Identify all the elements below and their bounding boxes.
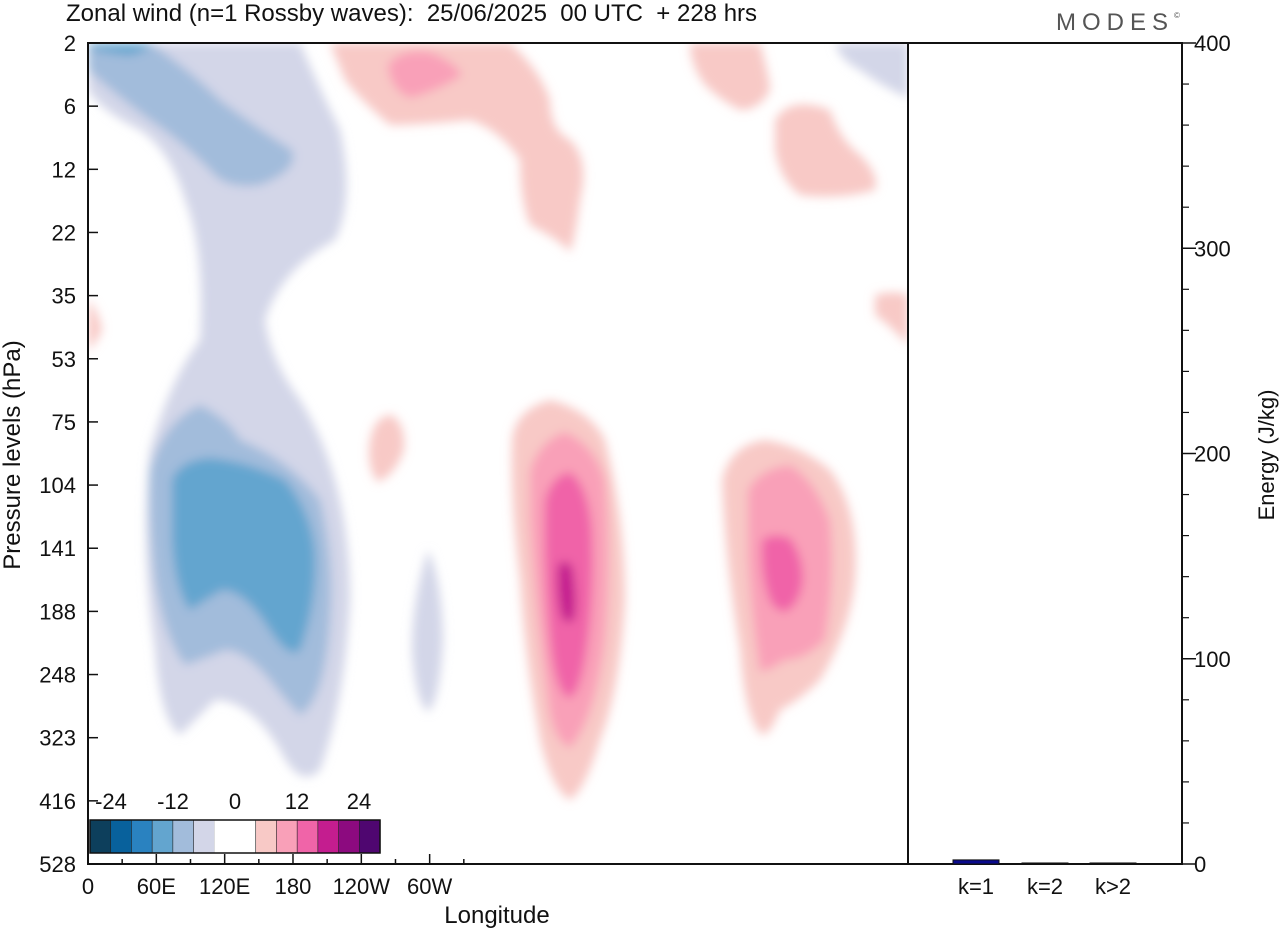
- colorbar-swatch: [255, 819, 278, 854]
- x-tick-label: 60W: [407, 874, 452, 899]
- y-tick-label: 75: [52, 410, 76, 435]
- colorbar-swatch: [317, 819, 340, 854]
- chart-title: Zonal wind (n=1 Rossby waves): 25/06/202…: [66, 0, 758, 27]
- x-tick-label: 0: [82, 874, 94, 899]
- brand-logo: MODES©: [1056, 9, 1180, 37]
- energy-tick-label: 0: [1194, 852, 1206, 877]
- colorbar-swatch: [338, 819, 360, 854]
- colorbar-swatch: [172, 819, 195, 854]
- colorbar-swatch: [235, 820, 257, 853]
- energy-tick-label: 100: [1194, 647, 1231, 672]
- energy-category-label: k=2: [1027, 874, 1063, 899]
- y-tick-label: 323: [39, 726, 76, 751]
- heatmap-field: [88, 43, 908, 800]
- y-tick-label: 22: [52, 220, 76, 245]
- energy-panel: 0 100 200 300 400 k=1 k=2 k>2 Energy (J/kg): [907, 31, 1279, 899]
- energy-frame: [907, 42, 1183, 865]
- contour-pos-core-east: [761, 535, 803, 612]
- contour-smoothing: [88, 43, 908, 800]
- colorbar-swatches: [89, 819, 381, 854]
- contour-neg-band-east-corner: [835, 43, 908, 98]
- colorbar-tick-label: 0: [229, 789, 241, 814]
- energy-bars: k=1 k=2 k>2: [952, 859, 1137, 899]
- contour-pos-peak-center: [557, 561, 576, 623]
- x-tick-label: 60E: [137, 874, 176, 899]
- colorbar-swatch: [276, 819, 298, 854]
- y-axis-label: Pressure levels (hPa): [0, 340, 26, 569]
- colorbar-swatch: [193, 819, 215, 854]
- colorbar: -24 -12 0 12 24: [89, 789, 381, 854]
- y-tick-label: 416: [39, 789, 76, 814]
- energy-tick-label: 300: [1194, 236, 1231, 261]
- y-tick-label: 248: [39, 663, 76, 688]
- colorbar-frame: [89, 819, 381, 854]
- contour-pos-band-west-edge: [88, 300, 102, 350]
- energy-axis-label: Energy (J/kg): [1254, 390, 1279, 521]
- contour-neg-core-lower: [172, 458, 316, 653]
- y-tick-label: 2: [64, 31, 76, 56]
- x-axis-label: Longitude: [444, 902, 549, 929]
- colorbar-labels: -24 -12 0 12 24: [95, 789, 371, 814]
- heatmap-axes: 0 60E 120E 180 120W 60W 2 6 12 22 35 53 75 104 141 188 2…: [39, 31, 465, 899]
- contour-pos-band-top: [330, 43, 584, 252]
- colorbar-swatch: [110, 819, 133, 854]
- energy-tick-label: 200: [1194, 442, 1231, 467]
- energy-bar: [1089, 862, 1137, 865]
- contour-pos-band-east-edge: [875, 292, 908, 345]
- contour-pos-fill-top: [388, 51, 462, 98]
- y-tick-label: 53: [52, 347, 76, 372]
- y-tick-label: 141: [39, 536, 76, 561]
- contour-pos-band-northeast: [690, 43, 876, 197]
- colorbar-tick-label: 12: [285, 789, 309, 814]
- y-tick-label: 104: [39, 473, 76, 498]
- y-tick-label: 35: [52, 284, 76, 309]
- brand-mark: ©: [1174, 11, 1180, 20]
- energy-axes: 0 100 200 300 400: [1182, 31, 1231, 877]
- colorbar-swatch: [131, 819, 153, 854]
- x-tick-label: 120E: [199, 874, 250, 899]
- y-tick-label: 6: [64, 94, 76, 119]
- energy-tick-label: 400: [1194, 31, 1231, 56]
- colorbar-swatch: [296, 819, 319, 854]
- brand-name: MODES: [1056, 9, 1175, 36]
- contour-pos-small-blob: [369, 415, 405, 482]
- colorbar-swatch: [358, 819, 381, 854]
- contour-neg-core-upper: [90, 43, 150, 55]
- energy-bar: [952, 859, 1000, 865]
- colorbar-swatch: [214, 820, 236, 853]
- colorbar-swatch: [89, 819, 112, 854]
- y-tick-label: 12: [52, 157, 76, 182]
- y-tick-label: 188: [39, 599, 76, 624]
- y-tick-label: 528: [39, 852, 76, 877]
- colorbar-tick-label: -24: [95, 789, 127, 814]
- colorbar-swatch: [151, 819, 174, 854]
- x-tick-label: 120W: [333, 874, 391, 899]
- energy-bar: [1021, 862, 1069, 865]
- colorbar-tick-label: -12: [157, 789, 189, 814]
- contour-neg-band-mid: [412, 550, 443, 712]
- energy-category-label: k>2: [1095, 874, 1131, 899]
- contour-neg-fill-upper: [88, 43, 294, 186]
- energy-category-label: k=1: [958, 874, 994, 899]
- x-tick-label: 180: [275, 874, 312, 899]
- colorbar-tick-label: 24: [347, 789, 371, 814]
- heatmap-panel: 0 60E 120E 180 120W 60W 2 6 12 22 35 53 75 104 141 188 2…: [0, 31, 909, 929]
